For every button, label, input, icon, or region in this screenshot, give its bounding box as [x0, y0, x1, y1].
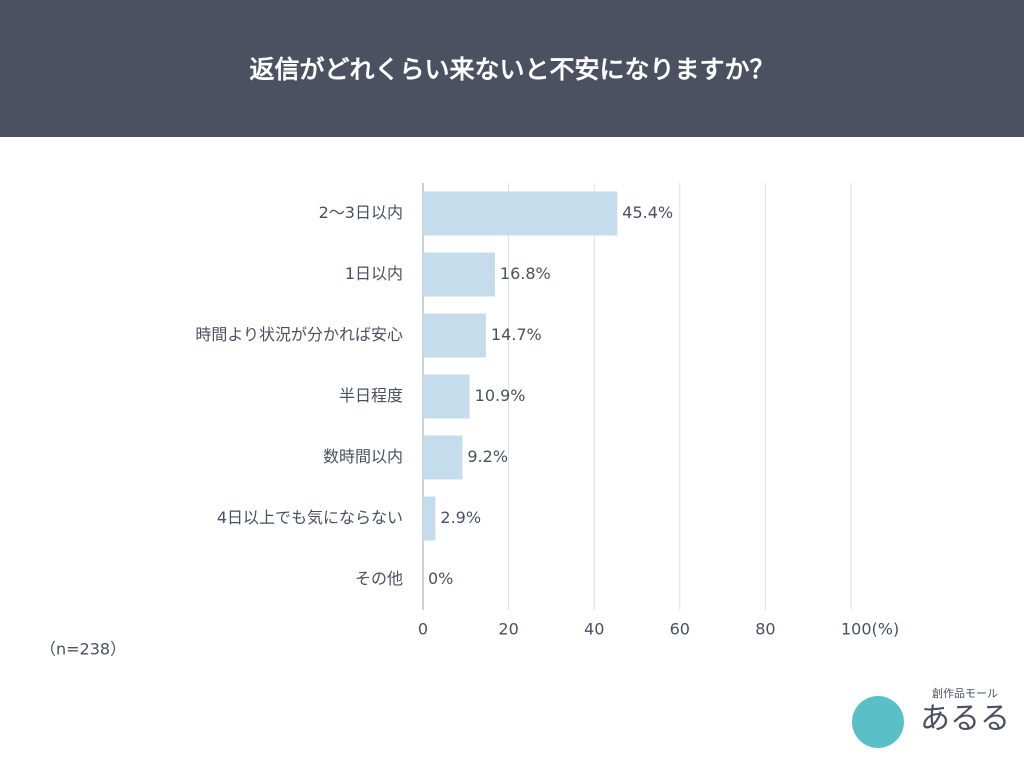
value-label: 45.4%: [622, 203, 673, 222]
value-label: 10.9%: [475, 386, 526, 405]
x-tick-label: 40: [584, 620, 604, 639]
y-tick-label: 時間より状況が分かれば安心: [195, 325, 403, 344]
x-tick-label: 0: [418, 620, 428, 639]
logo-mark: [852, 696, 904, 748]
bar: [423, 252, 495, 297]
bar: [423, 435, 463, 480]
y-tick-label: 半日程度: [339, 386, 403, 405]
header-band: [0, 0, 1024, 137]
bar: [423, 496, 436, 541]
value-label: 9.2%: [467, 447, 508, 466]
x-tick-label: 20: [498, 620, 518, 639]
bar: [423, 313, 486, 358]
x-tick-label: 100(%): [841, 620, 899, 639]
logo-tagline: 創作品モール: [932, 686, 998, 700]
y-tick-label: その他: [355, 569, 403, 588]
value-label: 14.7%: [491, 325, 542, 344]
value-label: 0%: [428, 569, 453, 588]
value-label: 16.8%: [500, 264, 551, 283]
x-tick-label: 80: [755, 620, 775, 639]
y-tick-label: 1日以内: [345, 264, 403, 283]
y-tick-label: 数時間以内: [323, 447, 403, 466]
y-tick-label: 2～3日以内: [319, 203, 403, 222]
logo-name: あるる: [920, 702, 1010, 737]
y-tick-label: 4日以上でも気にならない: [217, 508, 403, 527]
chart-title: 返信がどれくらい来ないと不安になりますか？: [249, 55, 774, 84]
bar: [423, 374, 470, 419]
value-label: 2.9%: [440, 508, 481, 527]
bar: [423, 191, 618, 236]
x-tick-label: 60: [670, 620, 690, 639]
note: （n=238）: [40, 640, 126, 659]
